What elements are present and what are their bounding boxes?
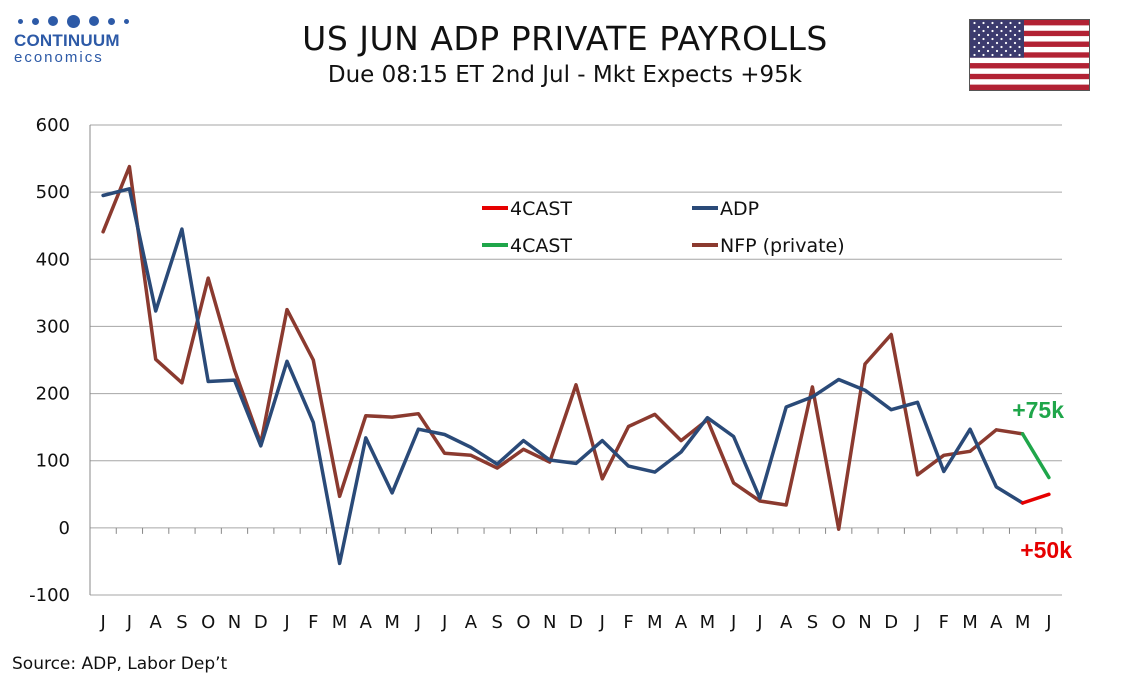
annotation-nfp-forecast: +75k	[1012, 397, 1064, 423]
x-tick-label: J	[599, 612, 605, 633]
x-tick-label: J	[415, 612, 421, 633]
x-tick-label: M	[962, 612, 978, 633]
x-tick-label: S	[176, 612, 187, 633]
x-tick-label: N	[543, 612, 556, 633]
x-tick-label: A	[780, 612, 793, 633]
x-tick-label: S	[491, 612, 502, 633]
us-flag-icon	[969, 19, 1090, 91]
x-tick-label: D	[884, 612, 898, 633]
y-tick-label: 600	[36, 115, 70, 136]
x-tick-label: J	[126, 612, 132, 633]
y-tick-label: 400	[36, 249, 70, 270]
x-tick-label: F	[623, 612, 633, 633]
x-tick-label: M	[332, 612, 348, 633]
series-line-4cast-0	[1020, 492, 1051, 505]
series-line-nfp-private--3	[101, 164, 1025, 531]
x-tick-label: J	[99, 612, 105, 633]
y-tick-label: 0	[59, 518, 70, 539]
x-tick-label: A	[150, 612, 163, 633]
x-tick-label: M	[1015, 612, 1031, 633]
chart-title: US JUN ADP PRIVATE PAYROLLS	[302, 19, 828, 58]
x-tick-label: J	[441, 612, 447, 633]
x-tick-label: A	[465, 612, 478, 633]
annotation-adp-forecast: +50k	[1020, 537, 1072, 563]
series-line-4cast-2	[1020, 432, 1051, 480]
x-tick-label: J	[730, 612, 736, 633]
x-tick-label: J	[283, 612, 289, 633]
x-tick-label: J	[914, 612, 920, 633]
y-tick-label: 500	[36, 182, 70, 203]
y-tick-label: 100	[36, 451, 70, 472]
x-tick-label: A	[675, 612, 688, 633]
x-tick-label: N	[858, 612, 871, 633]
annotations: +75k +50k	[1012, 397, 1072, 563]
x-tick-label: N	[228, 612, 241, 633]
logo-dots-icon	[14, 14, 144, 28]
x-tick-label: A	[360, 612, 373, 633]
x-tick-label: O	[201, 612, 215, 633]
y-tick-label: 200	[36, 384, 70, 405]
x-tick-label: F	[308, 612, 318, 633]
x-tick-label: M	[384, 612, 400, 633]
chart-subtitle: Due 08:15 ET 2nd Jul - Mkt Expects +95k	[327, 62, 803, 88]
logo-name: CONTINUUM	[14, 31, 120, 50]
legend-label: 4CAST	[510, 198, 572, 220]
x-tick-label: D	[569, 612, 583, 633]
source-note: Source: ADP, Labor Dep’t	[12, 654, 228, 674]
x-tick-label: J	[756, 612, 762, 633]
x-tick-label: S	[807, 612, 818, 633]
legend-label: 4CAST	[510, 235, 572, 257]
logo-sub: economics	[14, 49, 104, 66]
x-tick-label: A	[990, 612, 1003, 633]
series-lines	[101, 164, 1051, 566]
continuum-logo: CONTINUUM economics	[14, 14, 144, 66]
y-tick-label: 300	[36, 316, 70, 337]
x-tick-label: M	[647, 612, 663, 633]
x-tick-label: F	[939, 612, 949, 633]
y-tick-label: -100	[29, 585, 70, 606]
x-tick-label: O	[832, 612, 846, 633]
gridlines	[90, 124, 1062, 596]
x-tick-label: J	[1045, 612, 1051, 633]
x-tick-label: O	[516, 612, 530, 633]
legend-label: ADP	[720, 198, 759, 220]
series-line-adp-1	[101, 187, 1025, 566]
legend-label: NFP (private)	[720, 235, 845, 257]
legend: 4CAST ADP 4CAST NFP (private)	[482, 198, 845, 257]
x-tick-label: D	[254, 612, 268, 633]
x-tick-label: M	[700, 612, 716, 633]
